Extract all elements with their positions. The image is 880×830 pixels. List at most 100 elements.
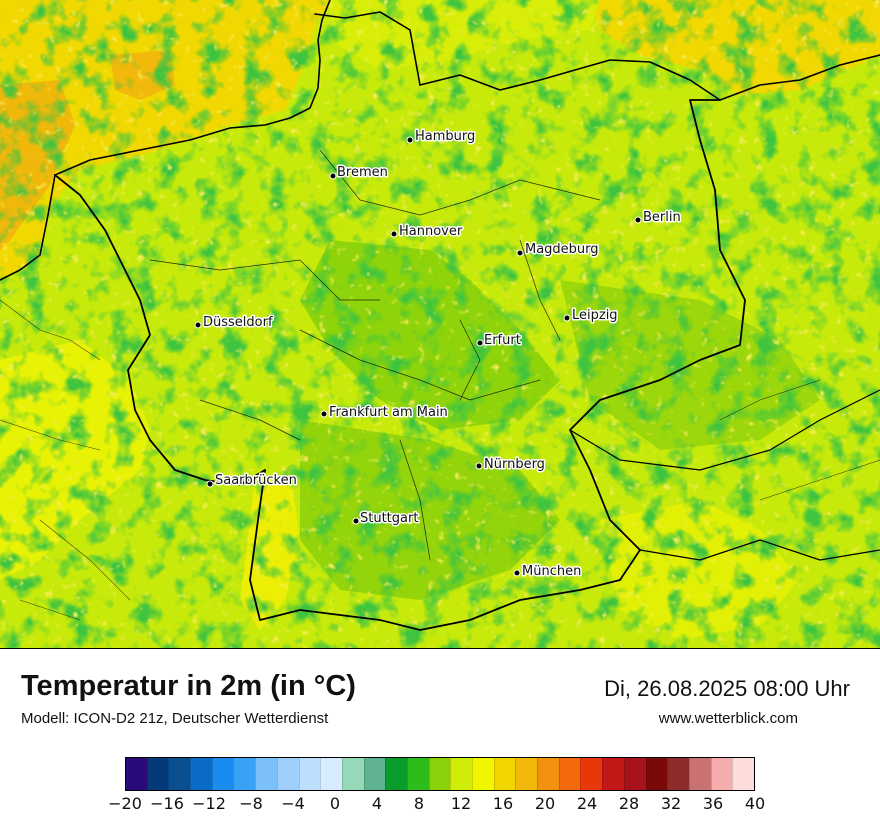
city-label: Stuttgart: [360, 511, 418, 526]
legend-swatch: [298, 758, 321, 790]
legend-swatch: [688, 758, 711, 790]
city-label: Magdeburg: [525, 242, 599, 257]
legend-swatch: [623, 758, 646, 790]
city-label: Berlin: [643, 210, 681, 225]
model-source: Modell: ICON-D2 21z, Deutscher Wetterdie…: [21, 710, 329, 727]
baltic-coastline: [419, 54, 880, 101]
legend-tick-label: 0: [329, 794, 341, 813]
city-label: Bremen: [337, 165, 388, 180]
city-dot: [194, 321, 202, 329]
city-dot: [513, 569, 521, 577]
city-label: Hannover: [399, 224, 463, 239]
city-dot: [634, 216, 642, 224]
city-dot: [476, 339, 484, 347]
city-duesseldorf: Düsseldorf: [194, 314, 274, 332]
austria-border: [639, 539, 880, 561]
legend-swatch: [732, 758, 754, 790]
germany-south-border: [249, 469, 641, 631]
city-dot: [320, 410, 328, 418]
city-dot: [475, 462, 483, 470]
legend-tick-label: −20: [108, 794, 142, 813]
denmark-border: [314, 11, 421, 86]
legend-swatch: [276, 758, 299, 790]
minor-borders: [0, 299, 880, 621]
city-dot: [329, 172, 337, 180]
legend-swatch: [602, 758, 624, 790]
legend-swatch: [146, 758, 169, 790]
legend-swatch: [558, 758, 581, 790]
legend-swatch: [341, 758, 364, 790]
city-label: Hamburg: [415, 129, 475, 144]
legend-tick-label: 28: [618, 794, 640, 813]
legend-swatch: [320, 758, 342, 790]
state-borders: [149, 149, 601, 561]
legend-tick-label: 8: [413, 794, 425, 813]
legend-swatch: [450, 758, 472, 790]
legend-tick-label: 36: [702, 794, 724, 813]
city-dot: [406, 136, 414, 144]
city-hamburg: Hamburg: [406, 128, 477, 146]
legend-tick-label: 12: [450, 794, 472, 813]
city-stuttgart: Stuttgart: [352, 510, 420, 528]
city-bremen: Bremen: [329, 164, 389, 182]
legend-swatch: [406, 758, 429, 790]
city-label: München: [522, 564, 581, 579]
legend-swatch: [233, 758, 256, 790]
legend-swatch: [710, 758, 733, 790]
legend-swatch: [515, 758, 538, 790]
north-sea-coastline: [54, 0, 331, 176]
forecast-datetime: Di, 26.08.2025 08:00 Uhr: [604, 676, 850, 701]
legend-swatch: [211, 758, 234, 790]
legend-tick-label: −8: [239, 794, 263, 813]
temperature-map: Hamburg Bremen Berlin Hannover Magdeburg…: [0, 0, 880, 649]
legend-swatch: [168, 758, 191, 790]
map-title: Temperatur in 2m (in °C): [21, 670, 356, 702]
city-dot: [206, 480, 214, 488]
legend-tick-label: −12: [192, 794, 226, 813]
legend-swatch: [428, 758, 451, 790]
city-dot: [516, 249, 524, 257]
legend-swatch: [363, 758, 386, 790]
color-legend: [125, 757, 755, 791]
legend-swatch: [385, 758, 407, 790]
city-label: Nürnberg: [484, 457, 545, 472]
legend-tick-label: 16: [492, 794, 514, 813]
city-label: Frankfurt am Main: [329, 405, 448, 420]
warm-speckles: [0, 0, 880, 648]
borders: [0, 0, 880, 631]
city-hannover: Hannover: [390, 223, 464, 241]
city-magdeburg: Magdeburg: [516, 241, 600, 259]
city-label: Leipzig: [572, 308, 618, 323]
germany-west-border: [54, 174, 266, 486]
city-frankfurt: Frankfurt am Main: [320, 404, 449, 422]
dutch-coastline: [0, 174, 56, 281]
czech-border: [569, 389, 880, 471]
legend-tick-label: 32: [660, 794, 682, 813]
city-saarbruecken: Saarbrücken: [206, 472, 298, 490]
city-dot: [352, 517, 360, 525]
website-link[interactable]: www.wetterblick.com: [658, 710, 798, 727]
legend-tick-label: 20: [534, 794, 556, 813]
city-muenchen: München: [513, 563, 583, 581]
legend-swatch: [580, 758, 603, 790]
city-markers: Hamburg Bremen Berlin Hannover Magdeburg…: [194, 128, 682, 581]
germany-east-border: [569, 99, 746, 551]
legend-swatch: [190, 758, 212, 790]
city-dot: [563, 314, 571, 322]
city-nuernberg: Nürnberg: [475, 456, 546, 474]
legend-swatch: [472, 758, 494, 790]
city-berlin: Berlin: [634, 209, 682, 227]
city-label: Düsseldorf: [203, 315, 273, 330]
legend-swatch: [493, 758, 516, 790]
legend-swatch: [537, 758, 559, 790]
legend-tick-label: −4: [281, 794, 305, 813]
legend-swatch: [126, 758, 147, 790]
legend-swatch: [645, 758, 668, 790]
legend-tick-label: 40: [744, 794, 766, 813]
legend-tick-label: −16: [150, 794, 184, 813]
legend-tick-label: 24: [576, 794, 598, 813]
legend-ticks: −20 −16 −12 −8 −4 0 4 8 12 16 20 24 28 32 36 40: [108, 794, 765, 824]
city-dot: [390, 230, 398, 238]
legend-swatch: [667, 758, 689, 790]
city-erfurt: Erfurt: [476, 332, 522, 350]
